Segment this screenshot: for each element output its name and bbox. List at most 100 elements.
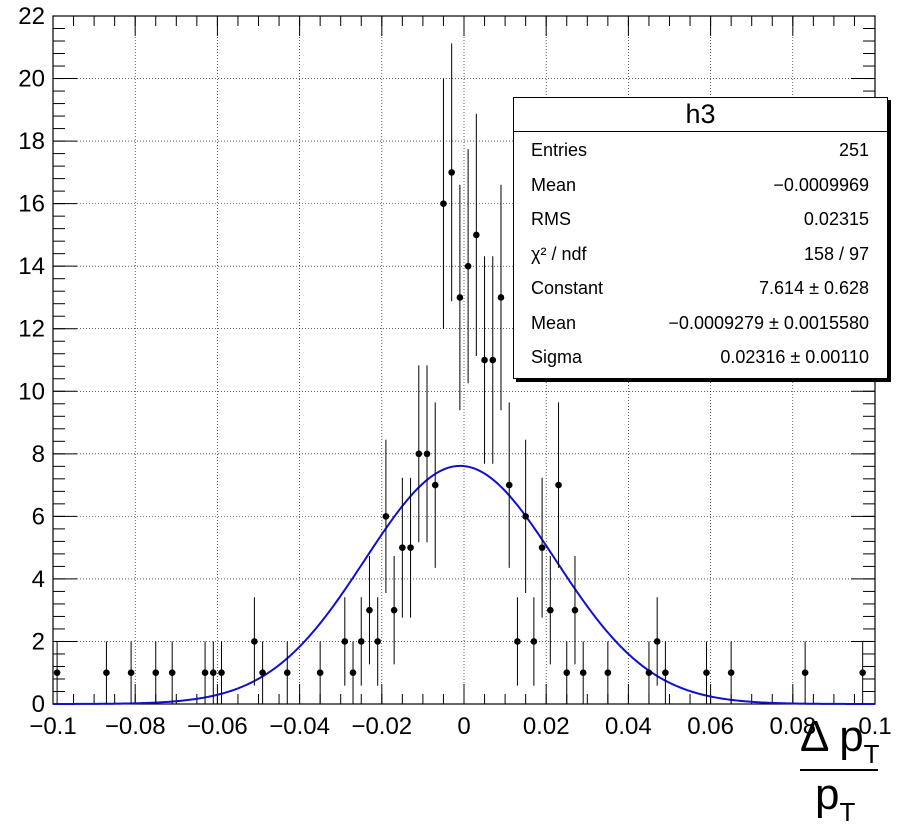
stats-row-constant: Constant 7.614 ± 0.628: [514, 270, 887, 305]
data-point: [538, 544, 546, 551]
data-point: [259, 669, 266, 677]
stats-row-entries: Entries 251: [514, 132, 887, 167]
data-point: [481, 356, 488, 364]
data-point: [859, 669, 866, 677]
data-point: [448, 169, 455, 176]
data-point: [374, 638, 381, 645]
stats-value: −0.0009279 ± 0.0015580: [668, 312, 869, 333]
data-point: [653, 638, 661, 645]
y-tick-label: 20: [18, 66, 45, 93]
stats-value: 0.02315: [803, 209, 869, 229]
data-point: [522, 513, 529, 520]
stats-box: h3 Entries 251 Mean −0.0009969 RMS 0.023…: [513, 97, 888, 379]
x-tick-label: −0.02: [351, 713, 412, 740]
x-tick-label: 0.06: [687, 713, 734, 740]
data-point: [473, 231, 480, 239]
x-tick-label: 0.08: [769, 713, 816, 740]
x-tick-label: −0.04: [269, 713, 330, 740]
x-axis-title-fraction-bar: [800, 769, 878, 771]
stats-title: h3: [514, 98, 887, 132]
data-point: [390, 606, 398, 614]
x-tick-label: −0.06: [187, 713, 248, 740]
data-point: [555, 481, 562, 489]
y-tick-label: 14: [18, 253, 45, 280]
x-axis-title-denominator: pT: [815, 770, 855, 827]
data-point: [209, 669, 217, 677]
stats-key: RMS: [531, 209, 571, 229]
stats-row-chi2: χ² / ndf 158 / 97: [514, 236, 887, 271]
data-point: [423, 450, 431, 458]
x-title-den-text: p: [815, 770, 840, 819]
stats-value: 7.614 ± 0.628: [759, 278, 869, 298]
data-point: [349, 669, 357, 677]
stats-row-mean: Mean −0.0009969: [514, 167, 887, 202]
data-point: [103, 669, 110, 677]
y-tick-label: 4: [32, 566, 45, 593]
y-tick-label: 8: [32, 441, 45, 468]
data-point: [440, 200, 447, 207]
data-point: [218, 669, 225, 677]
stats-row-sigma: Sigma 0.02316 ± 0.00110: [514, 339, 887, 374]
data-point: [251, 638, 258, 645]
data-point: [168, 669, 176, 677]
data-point: [201, 669, 209, 677]
data-point: [415, 450, 423, 458]
data-point: [505, 481, 513, 489]
x-title-num-sub: T: [863, 739, 880, 769]
data-point: [399, 544, 406, 551]
stats-row-fit-mean: Mean −0.0009279 ± 0.0015580: [514, 305, 887, 340]
data-point: [382, 513, 390, 520]
stats-key: χ² / ndf: [531, 243, 587, 264]
x-tick-label: −0.08: [105, 713, 166, 740]
stats-value: 0.02316 ± 0.00110: [720, 347, 869, 367]
stats-value: 251: [838, 140, 869, 160]
x-tick-label: 0: [457, 713, 470, 740]
data-point: [366, 606, 373, 614]
data-point: [571, 606, 579, 614]
x-tick-label: 0.1: [858, 713, 891, 740]
data-point: [456, 294, 464, 301]
stats-key: Constant: [531, 278, 604, 298]
x-title-den-sub: T: [839, 797, 856, 827]
data-point: [53, 669, 61, 677]
y-tick-label: 2: [32, 628, 45, 655]
gaussian-fit-curve: [53, 464, 875, 705]
data-point: [563, 669, 571, 677]
x-tick-labels: −0.1 −0.08 −0.06 −0.04 −0.02 0 0.02 0.04 0.06 0.0…: [29, 713, 891, 740]
y-tick-label: 0: [32, 691, 45, 718]
x-title-num-text: Δ p: [800, 712, 864, 761]
data-point: [489, 356, 497, 364]
data-point: [497, 294, 505, 301]
data-point: [604, 669, 612, 677]
x-axis-title-numerator: Δ pT: [800, 712, 880, 769]
x-tick-label: 0.04: [605, 713, 652, 740]
data-point: [152, 669, 160, 677]
x-tick-label: 0.02: [523, 713, 570, 740]
y-tick-label: 22: [18, 3, 45, 30]
data-point: [464, 262, 472, 270]
stats-key: Mean: [531, 174, 577, 195]
data-point: [547, 606, 554, 614]
data-point: [127, 669, 135, 677]
data-point: [530, 638, 538, 645]
data-point: [431, 481, 439, 489]
stats-row-rms: RMS 0.02315: [514, 201, 887, 236]
data-point: [316, 669, 324, 677]
data-point: [801, 669, 809, 677]
data-point: [283, 669, 291, 677]
stats-key: Sigma: [531, 347, 583, 367]
data-point: [579, 669, 587, 677]
y-tick-labels: 0 2 4 6 8 10 12 14 16 18 20 22: [18, 3, 45, 718]
data-point: [341, 638, 349, 645]
data-point: [645, 669, 653, 677]
y-tick-label: 10: [18, 378, 45, 405]
stats-value: −0.0009969: [773, 174, 869, 195]
y-tick-label: 12: [18, 316, 45, 343]
y-tick-label: 16: [18, 191, 45, 218]
stats-key: Entries: [531, 140, 588, 160]
y-tick-label: 18: [18, 128, 45, 155]
stats-value: 158 / 97: [803, 243, 869, 264]
data-points: [53, 43, 866, 704]
y-tick-label: 6: [32, 503, 45, 530]
stats-key: Mean: [531, 312, 577, 333]
